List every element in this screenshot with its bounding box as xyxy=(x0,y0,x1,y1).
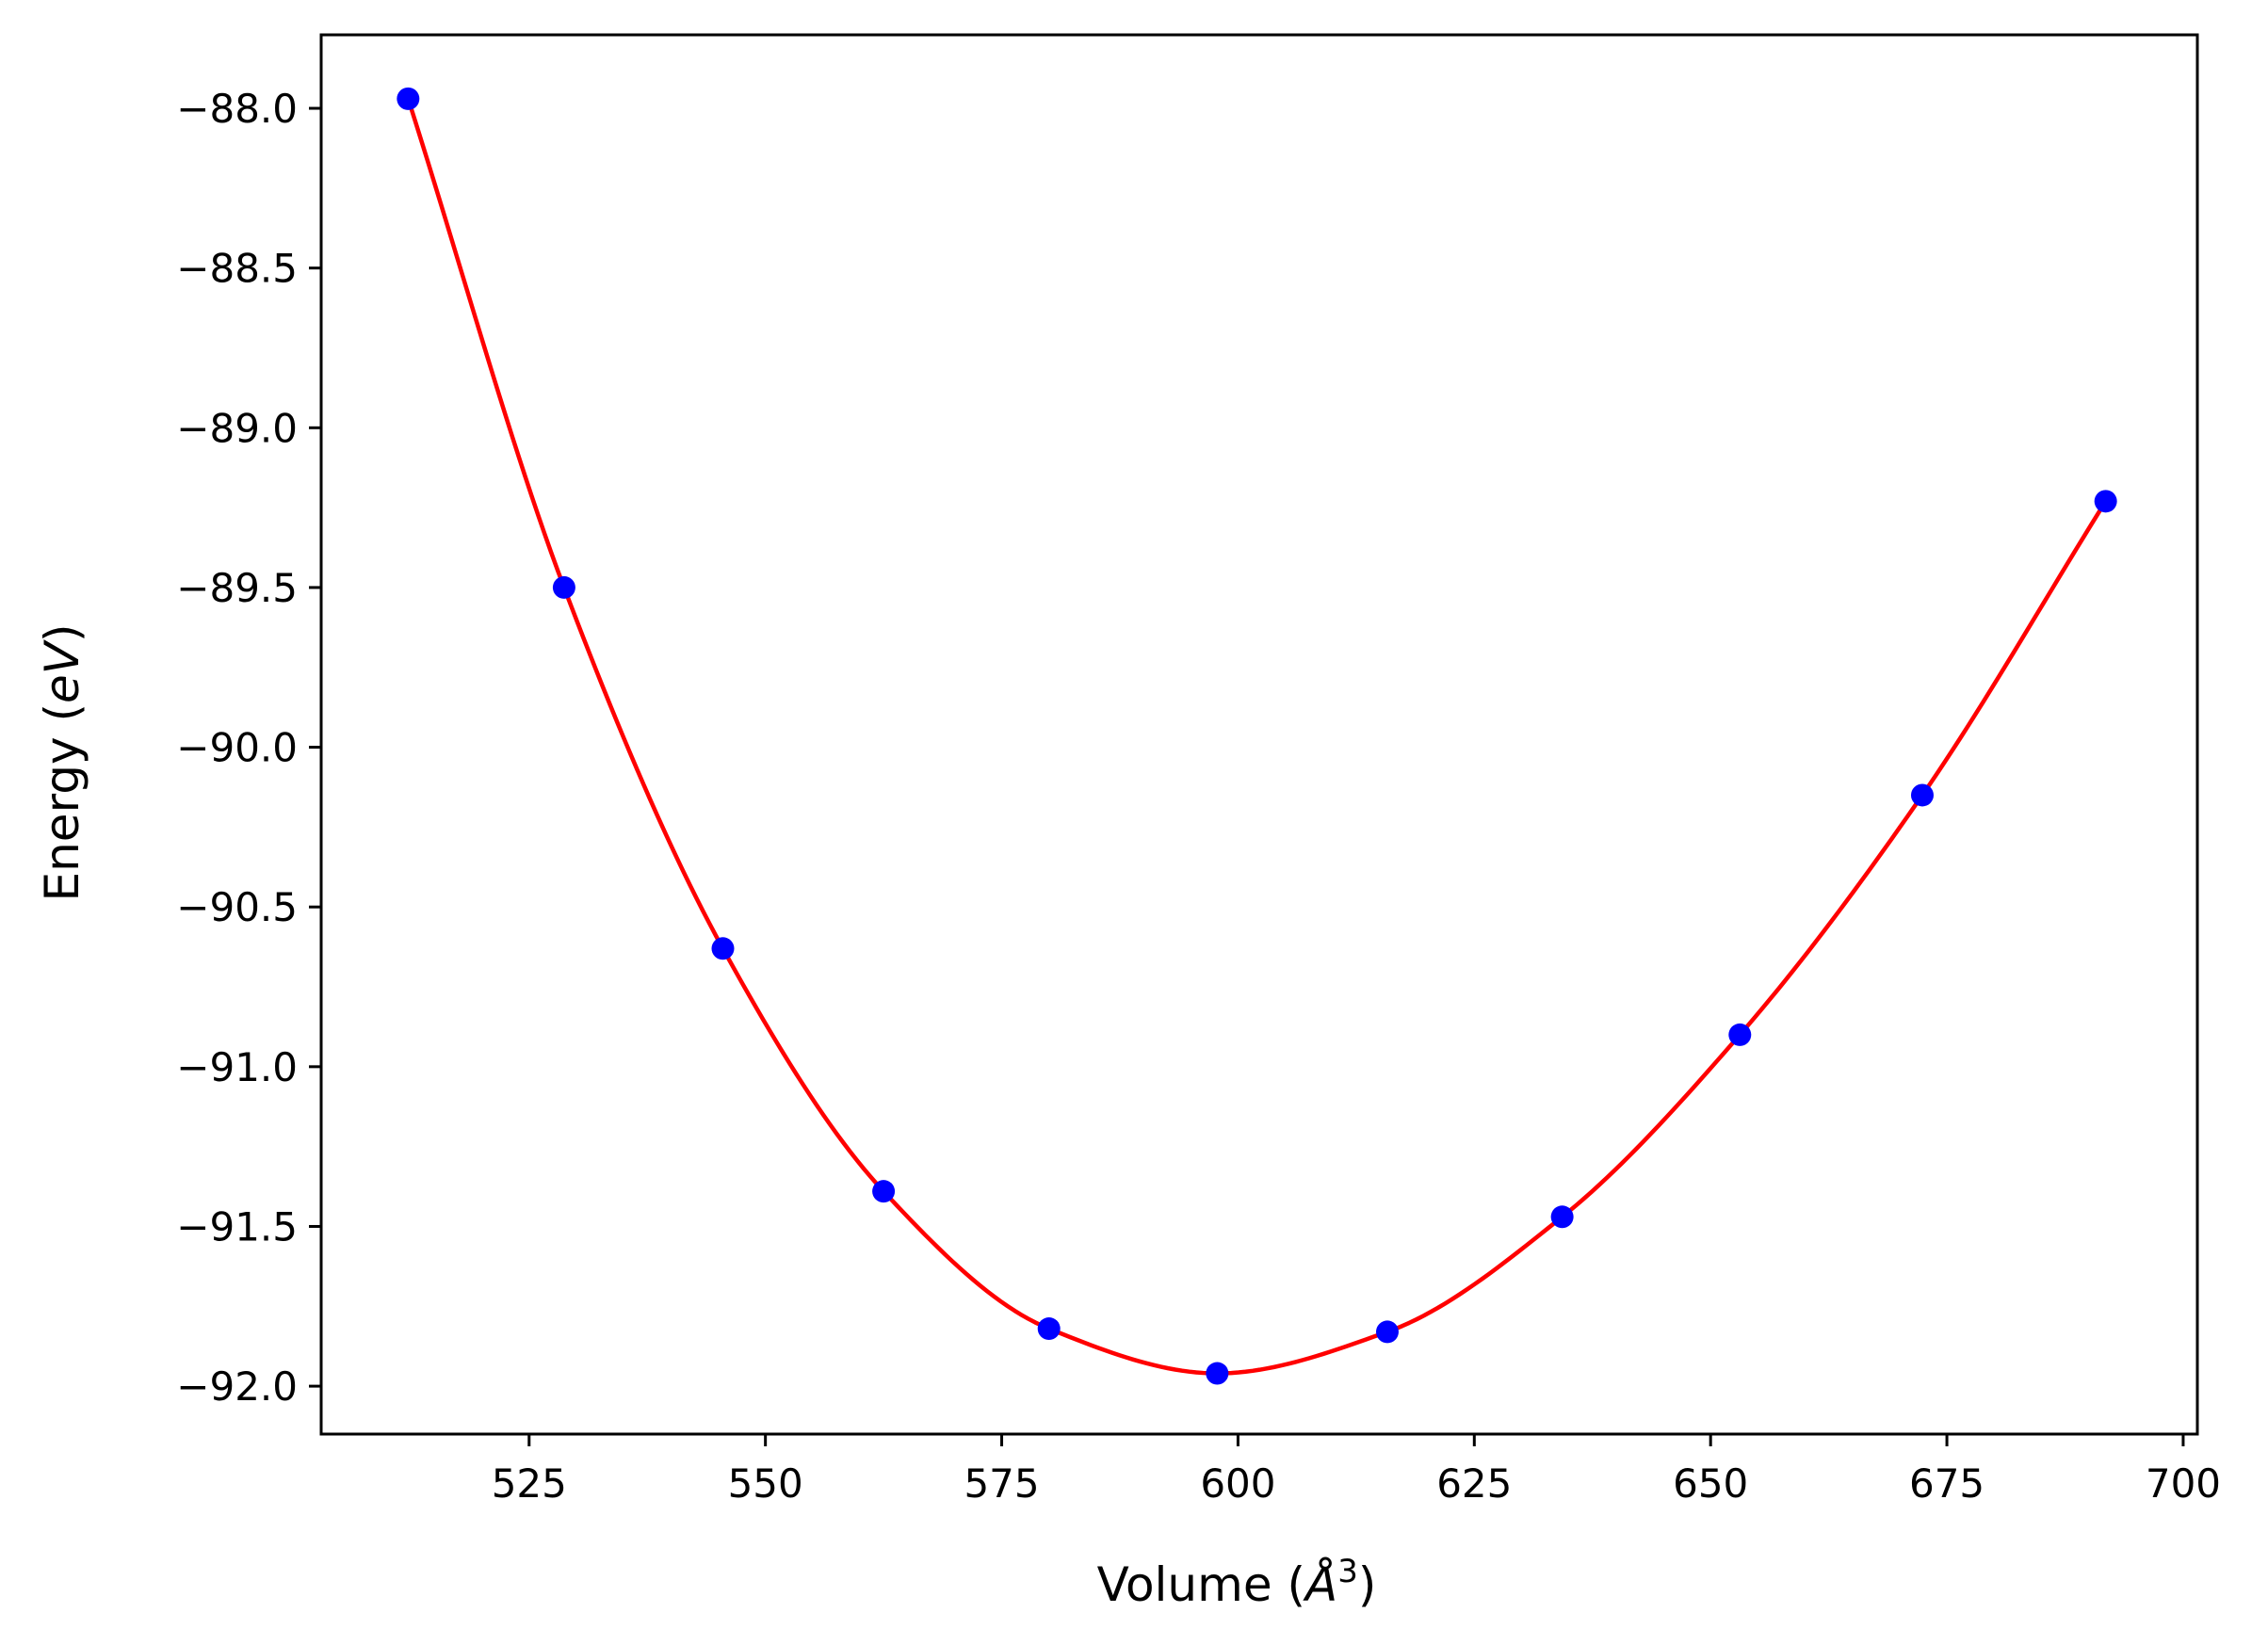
data-point xyxy=(1375,1320,1399,1344)
data-point xyxy=(2094,490,2117,513)
x-tick-label: 650 xyxy=(1673,1460,1748,1507)
data-point xyxy=(1550,1205,1574,1229)
y-tick-label: −88.0 xyxy=(176,86,298,132)
x-tick-label: 525 xyxy=(492,1460,567,1507)
axes-frame xyxy=(319,33,2199,1436)
data-point xyxy=(1206,1362,1229,1385)
x-tick-label: 625 xyxy=(1436,1460,1512,1507)
data-point xyxy=(1910,783,1934,807)
y-axis-label: Energy (eV) xyxy=(35,624,89,902)
y-axis-ticks: −88.0 −88.5 −89.0 −89.5 −90.0 −90.5 −91.0 −91.5… xyxy=(176,86,321,1410)
x-axis-ticks: 525 550 575 600 625 650 675 700 xyxy=(492,1434,2221,1507)
data-point xyxy=(711,937,735,960)
y-tick-label: −91.0 xyxy=(176,1044,298,1090)
x-tick-label: 675 xyxy=(1909,1460,1984,1507)
y-tick-label: −91.5 xyxy=(176,1203,298,1250)
y-tick-label: −89.0 xyxy=(176,405,298,451)
y-tick-label: −89.5 xyxy=(176,565,298,611)
plot-area xyxy=(397,87,2117,1385)
y-tick-label: −88.5 xyxy=(176,246,298,292)
data-point xyxy=(872,1180,896,1203)
data-point xyxy=(1037,1317,1061,1341)
data-point xyxy=(397,87,420,110)
data-point xyxy=(552,575,575,599)
x-axis-label: Volume (Å3) xyxy=(1097,1553,1377,1612)
y-tick-label: −90.0 xyxy=(176,725,298,771)
x-tick-label: 575 xyxy=(964,1460,1039,1507)
y-tick-label: −92.0 xyxy=(176,1363,298,1410)
data-point xyxy=(1728,1023,1752,1046)
x-tick-label: 600 xyxy=(1200,1460,1275,1507)
x-tick-label: 700 xyxy=(2146,1460,2221,1507)
x-tick-label: 550 xyxy=(728,1460,803,1507)
y-tick-label: −90.5 xyxy=(176,884,298,930)
